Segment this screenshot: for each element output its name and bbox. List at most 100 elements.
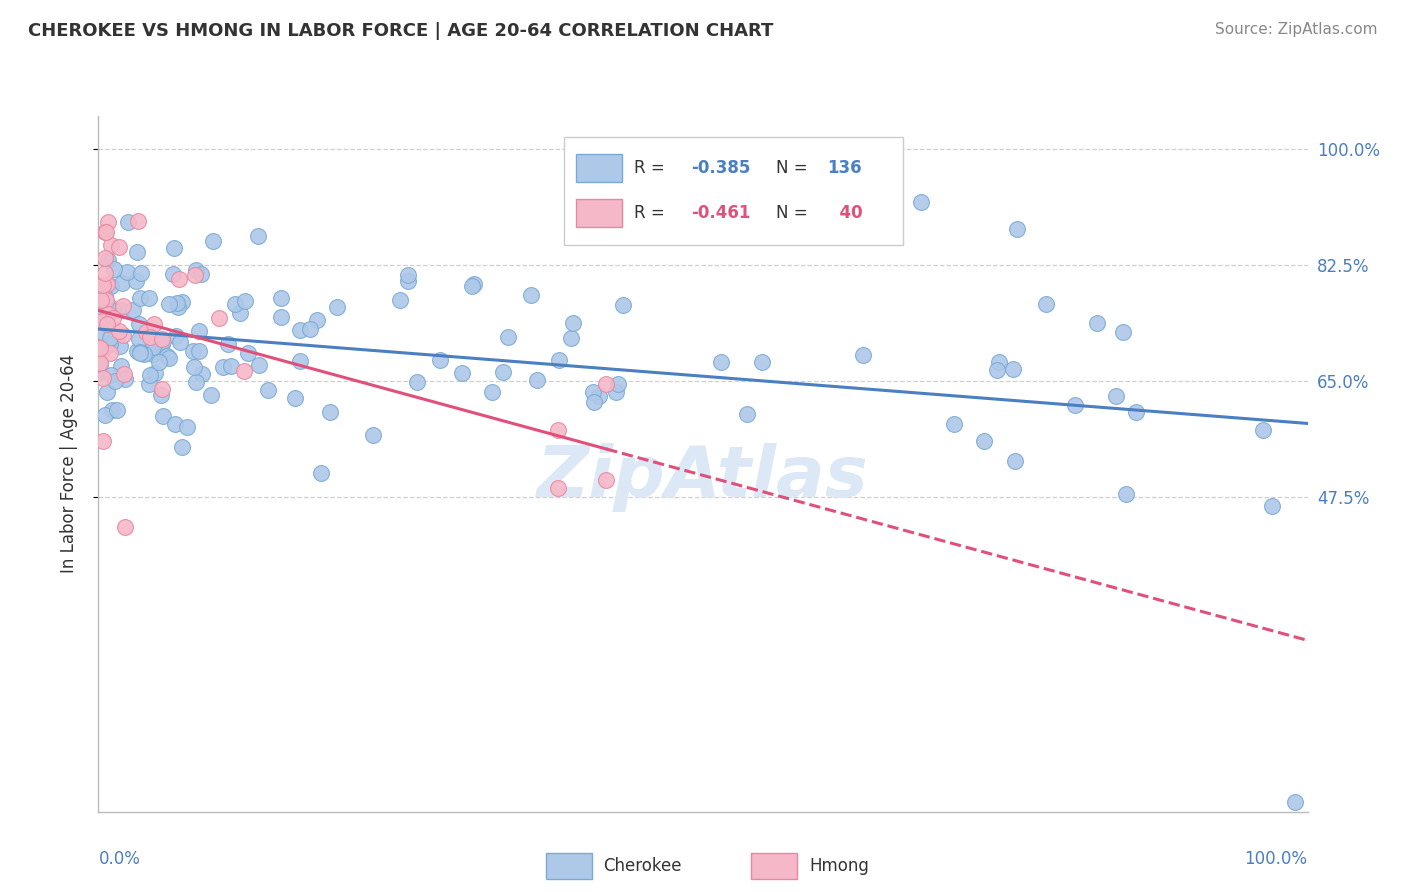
Point <box>96 277 118 291</box>
Point <box>208 310 231 325</box>
Point <box>91 434 114 449</box>
Point <box>152 337 174 351</box>
Text: 136: 136 <box>828 159 862 178</box>
Point <box>94 293 117 307</box>
Text: N =: N = <box>776 159 813 178</box>
Point <box>562 317 585 331</box>
Point <box>270 291 292 305</box>
Point <box>201 234 224 248</box>
Point <box>114 371 136 385</box>
Point <box>1004 453 1026 467</box>
Point <box>156 350 179 364</box>
Point <box>1251 423 1274 437</box>
Point <box>735 407 758 421</box>
Point <box>157 351 180 365</box>
Text: -0.461: -0.461 <box>690 204 751 222</box>
Point <box>852 348 875 362</box>
Point <box>162 267 184 281</box>
Point <box>605 384 627 399</box>
Text: Source: ZipAtlas.com: Source: ZipAtlas.com <box>1215 22 1378 37</box>
Point <box>284 392 307 406</box>
Point <box>100 238 122 252</box>
Text: -0.385: -0.385 <box>690 159 751 178</box>
Point <box>97 215 120 229</box>
Point <box>124 274 146 288</box>
Point <box>111 277 134 291</box>
Point <box>233 293 256 308</box>
Point <box>595 377 617 392</box>
Point <box>1112 326 1135 340</box>
Point <box>588 389 610 403</box>
Point <box>90 314 112 328</box>
Point <box>187 324 209 338</box>
Point <box>176 420 198 434</box>
Point <box>167 271 190 285</box>
Text: CHEROKEE VS HMONG IN LABOR FORCE | AGE 20-64 CORRELATION CHART: CHEROKEE VS HMONG IN LABOR FORCE | AGE 2… <box>28 22 773 40</box>
Point <box>105 402 128 417</box>
Point <box>1104 389 1126 403</box>
Point <box>127 214 149 228</box>
Point <box>149 388 172 402</box>
Point <box>607 377 630 392</box>
Point <box>1284 795 1306 809</box>
Point <box>1007 221 1029 235</box>
Point <box>150 382 173 396</box>
Point <box>612 298 634 312</box>
Point <box>595 474 617 488</box>
Point <box>217 337 239 351</box>
Text: Hmong: Hmong <box>810 857 869 875</box>
Point <box>100 278 122 293</box>
Point <box>128 317 150 331</box>
Point <box>104 374 127 388</box>
Point <box>98 331 121 345</box>
Point <box>98 337 121 351</box>
Point <box>1261 500 1284 514</box>
Point <box>142 347 165 361</box>
Point <box>142 318 165 332</box>
Point <box>1064 399 1087 413</box>
Point <box>98 300 121 314</box>
Point <box>152 409 174 424</box>
Point <box>89 307 111 321</box>
Point <box>184 375 207 389</box>
Point <box>1125 404 1147 418</box>
Point <box>232 363 254 377</box>
Point <box>547 353 569 368</box>
Point <box>170 295 193 310</box>
Point <box>157 296 180 310</box>
Point <box>170 440 193 454</box>
Point <box>128 344 150 359</box>
Point <box>461 279 484 293</box>
Point <box>184 263 207 277</box>
Text: R =: R = <box>634 159 671 178</box>
Point <box>165 328 187 343</box>
Point <box>492 365 515 379</box>
Point <box>152 334 174 349</box>
Point <box>101 310 124 325</box>
Point <box>100 368 122 382</box>
Point <box>224 297 246 311</box>
FancyBboxPatch shape <box>564 136 903 244</box>
Point <box>973 434 995 448</box>
Point <box>405 376 427 390</box>
Point <box>91 370 114 384</box>
Point <box>519 288 541 302</box>
Point <box>257 383 280 397</box>
Point <box>128 332 150 346</box>
Point <box>396 274 419 288</box>
Point <box>142 340 165 354</box>
Point <box>125 244 148 259</box>
Point <box>219 359 242 373</box>
Point <box>547 482 569 496</box>
Point <box>89 357 111 371</box>
Point <box>115 265 138 279</box>
Point <box>125 344 148 359</box>
Text: 0.0%: 0.0% <box>98 850 141 868</box>
Point <box>361 427 384 442</box>
Point <box>112 299 135 313</box>
Point <box>96 317 118 331</box>
Point <box>943 417 966 431</box>
Point <box>96 384 118 399</box>
Point <box>94 290 117 304</box>
Point <box>110 359 132 373</box>
